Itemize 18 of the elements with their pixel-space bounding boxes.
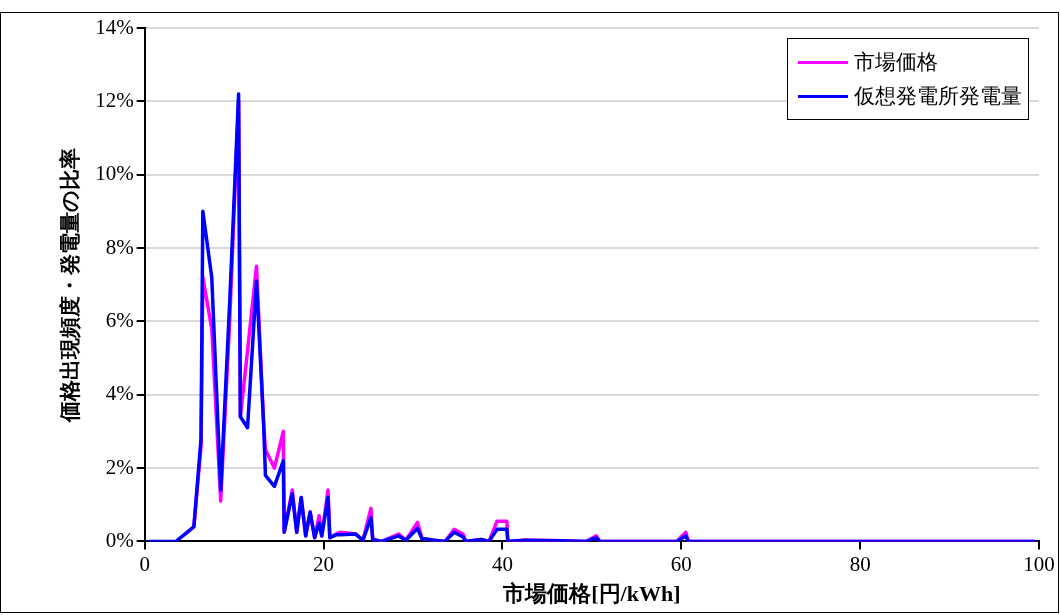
y-tick-label: 14%	[95, 14, 134, 39]
y-tick-label: 4%	[105, 381, 134, 406]
y-tick-label: 8%	[105, 234, 134, 259]
y-tick-label: 2%	[105, 454, 134, 479]
x-tick-label: 20	[313, 551, 335, 576]
y-tick-label: 0%	[105, 527, 134, 552]
y-axis-title: 価格出現頻度・発電量の比率	[58, 147, 83, 423]
x-tick-label: 60	[670, 551, 692, 576]
x-tick-label: 100	[1023, 551, 1055, 576]
x-tick-label: 80	[849, 551, 871, 576]
x-tick-label: 40	[491, 551, 513, 576]
y-tick-label: 6%	[105, 307, 134, 332]
x-axis-title: 市場価格[円/kWh]	[502, 581, 681, 607]
y-tick-label: 12%	[95, 87, 134, 112]
y-tick-label: 10%	[95, 161, 134, 186]
legend-label: 市場価格	[854, 49, 938, 76]
legend-label: 仮想発電所発電量	[854, 83, 1022, 110]
x-tick-label: 0	[139, 551, 150, 576]
